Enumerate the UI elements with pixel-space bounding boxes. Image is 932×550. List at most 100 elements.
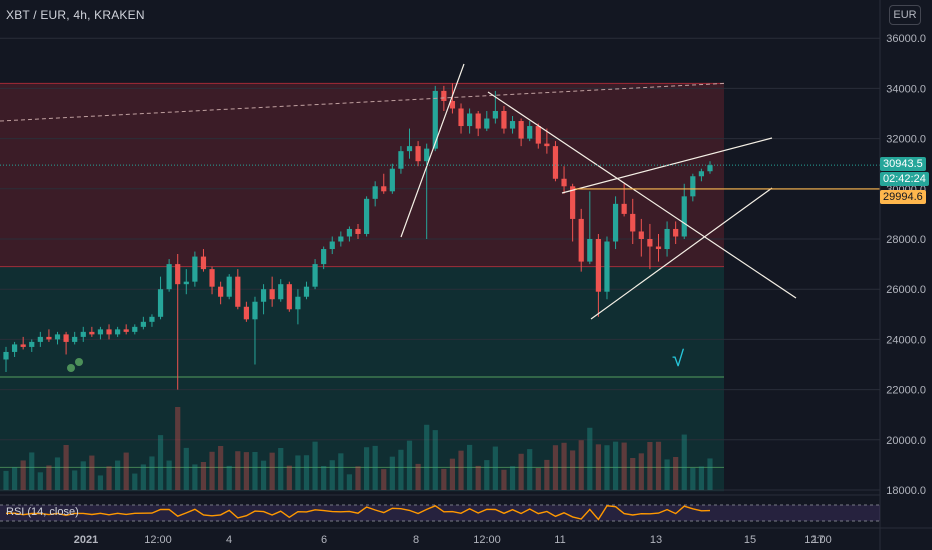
price-tick-label: 20000.0: [886, 435, 926, 447]
candle: [329, 241, 335, 250]
price-axis: 36000.034000.032000.030000.028000.026000…: [879, 0, 926, 550]
volume-bar: [664, 459, 670, 490]
level-price-tag: 29994.6: [880, 190, 926, 204]
time-tick-label: 13: [650, 534, 662, 546]
volume-bar: [3, 470, 9, 490]
candle: [72, 336, 78, 342]
candle: [123, 329, 129, 332]
currency-button[interactable]: EUR: [889, 5, 921, 25]
volume-bar: [673, 457, 679, 490]
candles-layer: [3, 83, 713, 390]
volume-bar: [509, 466, 516, 490]
candle: [595, 239, 601, 292]
volume-bar: [638, 453, 644, 490]
volume-bar: [278, 448, 284, 490]
candle: [664, 228, 670, 250]
candle: [63, 334, 69, 342]
candle: [707, 165, 713, 172]
volume-bar: [54, 457, 61, 490]
symbol-label[interactable]: XBT / EUR, 4h, KRAKEN: [6, 8, 145, 22]
volume-bar: [286, 465, 292, 490]
volume-bar: [218, 446, 224, 490]
volume-bar: [200, 462, 207, 490]
volume-bar: [484, 460, 490, 490]
candle: [647, 239, 653, 247]
volume-layer: [3, 407, 713, 490]
volume-bar: [415, 463, 421, 490]
volume-bar: [269, 452, 275, 490]
volume-bar: [226, 465, 232, 490]
volume-bar: [321, 466, 327, 490]
candle: [149, 316, 155, 322]
volume-bar: [612, 441, 619, 490]
volume-bar: [578, 440, 584, 490]
candle: [218, 286, 224, 297]
last-price-tag: 30943.5: [880, 157, 926, 171]
candle: [37, 336, 43, 342]
candle: [655, 246, 662, 250]
volume-bar: [166, 460, 172, 490]
green-zone: [0, 266, 724, 492]
candle: [441, 90, 447, 101]
time-tick-label: 8: [413, 534, 419, 546]
volume-bar: [72, 470, 78, 490]
candle: [449, 100, 456, 109]
volume-bar: [389, 456, 395, 490]
volume-bar: [621, 442, 627, 490]
candle: [432, 90, 438, 149]
rsi-label[interactable]: RSI (14, close): [6, 506, 79, 518]
candle: [527, 126, 533, 139]
red-zone: [0, 83, 724, 267]
volume-bar: [338, 453, 344, 490]
volume-bar: [363, 447, 370, 490]
volume-bar: [106, 466, 112, 490]
volume-bar: [175, 407, 181, 490]
candle: [690, 176, 696, 197]
candle: [681, 196, 687, 237]
candle: [544, 143, 550, 147]
volume-bar: [398, 449, 404, 490]
candle: [286, 284, 292, 310]
price-tick-label: 18000.0: [886, 485, 926, 497]
candle: [166, 264, 172, 290]
volume-bar: [655, 441, 662, 490]
volume-bar: [183, 447, 189, 490]
candle: [484, 118, 490, 129]
volume-bar: [372, 445, 378, 490]
time-tick-label: 17: [812, 534, 824, 546]
candle: [260, 289, 267, 302]
candle: [140, 321, 146, 327]
rsi-line: [5, 505, 711, 521]
candle: [467, 113, 473, 127]
price-tick-label: 26000.0: [886, 284, 926, 296]
volume-bar: [647, 442, 653, 490]
volume-bar: [570, 450, 576, 490]
volume-bar: [707, 458, 713, 490]
time-tick-label: 12:00: [144, 534, 172, 546]
candle: [587, 239, 593, 262]
candle: [698, 171, 705, 177]
candle: [381, 186, 387, 192]
candle: [106, 329, 112, 335]
candle: [552, 146, 559, 179]
zones-layer: [0, 82, 724, 492]
candle: [492, 110, 498, 119]
candle: [80, 331, 86, 337]
candle: [501, 110, 507, 129]
candle: [518, 121, 524, 139]
price-tick-label: 24000.0: [886, 334, 926, 346]
volume-bar: [595, 444, 601, 490]
volume-bar: [80, 461, 86, 490]
volume-bar: [681, 434, 687, 490]
volume-bar: [192, 464, 198, 490]
volume-bar: [501, 469, 507, 490]
candle: [363, 198, 370, 234]
candle: [54, 334, 61, 340]
candle: [295, 296, 301, 310]
price-tick-label: 36000.0: [886, 33, 926, 45]
volume-bar: [46, 465, 52, 490]
candle: [475, 113, 481, 129]
volume-bar: [303, 455, 310, 490]
candle: [192, 256, 198, 282]
